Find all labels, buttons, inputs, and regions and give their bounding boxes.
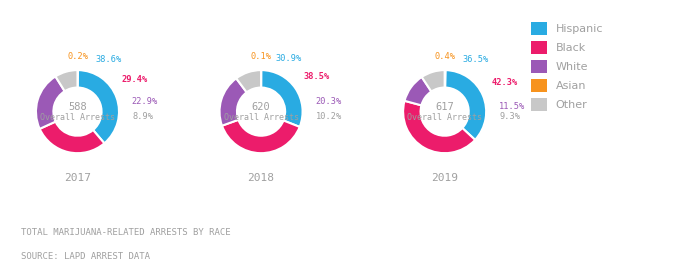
- Wedge shape: [444, 70, 446, 87]
- Text: 11.5%: 11.5%: [499, 102, 526, 111]
- Wedge shape: [222, 120, 300, 153]
- Text: 0.1%: 0.1%: [251, 52, 271, 61]
- Text: 0.4%: 0.4%: [434, 52, 455, 61]
- Wedge shape: [78, 70, 119, 143]
- Text: 10.2%: 10.2%: [316, 112, 342, 121]
- Text: 38.5%: 38.5%: [303, 72, 330, 81]
- Wedge shape: [220, 78, 247, 126]
- Wedge shape: [56, 70, 78, 91]
- Wedge shape: [261, 70, 302, 127]
- Wedge shape: [405, 77, 431, 105]
- Text: Overall Arrests: Overall Arrests: [40, 113, 115, 122]
- Text: 2017: 2017: [64, 173, 91, 183]
- Text: 2019: 2019: [431, 173, 458, 183]
- Legend: Hispanic, Black, White, Asian, Other: Hispanic, Black, White, Asian, Other: [528, 19, 607, 114]
- Text: 36.5%: 36.5%: [462, 55, 488, 64]
- Text: 617: 617: [436, 103, 454, 113]
- Text: 9.3%: 9.3%: [499, 112, 520, 121]
- Text: 0.2%: 0.2%: [67, 52, 88, 61]
- Wedge shape: [422, 70, 444, 92]
- Wedge shape: [403, 101, 475, 153]
- Text: Overall Arrests: Overall Arrests: [407, 113, 482, 122]
- Text: 20.3%: 20.3%: [315, 97, 341, 106]
- Text: SOURCE: LAPD ARREST DATA: SOURCE: LAPD ARREST DATA: [21, 252, 150, 261]
- Text: TOTAL MARIJUANA-RELATED ARRESTS BY RACE: TOTAL MARIJUANA-RELATED ARRESTS BY RACE: [21, 228, 230, 237]
- Text: Overall Arrests: Overall Arrests: [223, 113, 299, 122]
- Wedge shape: [36, 76, 65, 129]
- Text: 620: 620: [251, 103, 271, 113]
- Text: 42.3%: 42.3%: [491, 78, 517, 87]
- Wedge shape: [445, 70, 486, 140]
- Text: 588: 588: [68, 103, 87, 113]
- Text: 8.9%: 8.9%: [132, 112, 153, 122]
- Wedge shape: [236, 70, 261, 92]
- Text: 2018: 2018: [247, 173, 275, 183]
- Wedge shape: [40, 122, 104, 153]
- Text: 38.6%: 38.6%: [95, 55, 122, 65]
- Text: 30.9%: 30.9%: [275, 54, 302, 63]
- Text: 29.4%: 29.4%: [122, 75, 148, 83]
- Text: 22.9%: 22.9%: [131, 97, 157, 106]
